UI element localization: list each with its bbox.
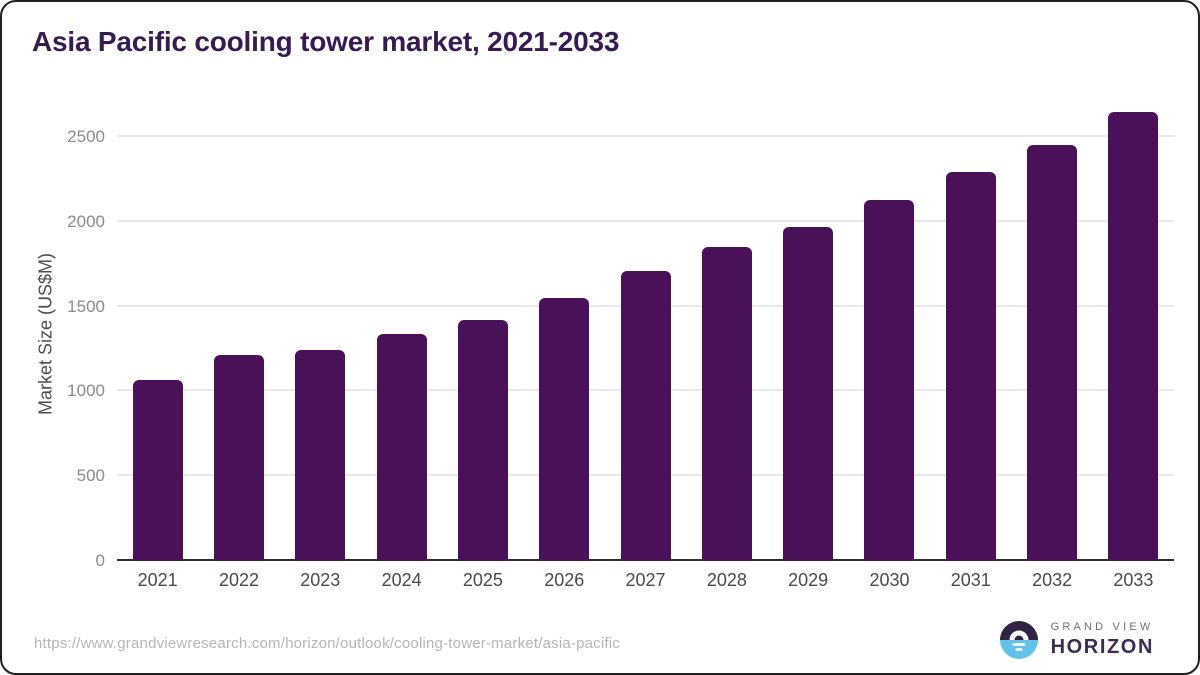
source-url: https://www.grandviewresearch.com/horizo…	[34, 635, 621, 652]
x-tick-label-2021: 2021	[137, 570, 178, 590]
x-tick-label-2022: 2022	[218, 570, 259, 590]
bar-slot-2027	[605, 102, 686, 561]
x-tick-label-2026: 2026	[544, 570, 585, 590]
bar-slot-2029	[768, 102, 849, 561]
bar-2029	[783, 226, 834, 561]
bars-row	[117, 102, 1174, 561]
bar-slot-2031	[930, 102, 1011, 561]
x-tick-label-2029: 2029	[788, 570, 829, 590]
y-tick-label: 2500	[67, 127, 105, 146]
bar-slot-2025	[442, 102, 523, 561]
x-axis-tick-labels: 2021 2022 2023 2024 2025 2026 2027 2028 2029 2030…	[117, 570, 1174, 591]
x-tick-label-2033: 2033	[1113, 570, 1154, 590]
gridline	[117, 219, 1174, 222]
bar-slot-2028	[686, 102, 767, 561]
logo-text: GRAND VIEW HORIZON	[1051, 621, 1154, 659]
y-tick-label: 1000	[67, 381, 105, 401]
x-tick-label-2030: 2030	[869, 570, 910, 590]
bar-2023	[295, 349, 346, 561]
x-tick-label-2025: 2025	[462, 570, 503, 590]
chart-title: Asia Pacific cooling tower market, 2021-…	[32, 26, 620, 57]
logo-icon	[999, 621, 1038, 659]
bar-slot-2023	[280, 102, 361, 561]
x-tick-label-2028: 2028	[706, 570, 747, 590]
logo-text-grand-view: GRAND VIEW	[1050, 621, 1154, 633]
y-tick-label: 2000	[67, 211, 105, 231]
bar-slot-2026	[524, 102, 605, 561]
bar-2028	[701, 246, 752, 561]
plot-area	[117, 102, 1174, 561]
bar-2022	[213, 355, 264, 561]
bar-2027	[620, 270, 671, 561]
x-tick-label-2032: 2032	[1032, 570, 1073, 590]
bar-2032	[1027, 144, 1078, 561]
bar-slot-2021	[117, 102, 198, 561]
bar-slot-2024	[361, 102, 442, 561]
x-tick-label-2031: 2031	[950, 570, 991, 590]
bar-2030	[864, 200, 915, 561]
grand-view-horizon-logo: GRAND VIEW HORIZON	[999, 620, 1154, 660]
bar-2024	[376, 333, 427, 561]
bar-2033	[1108, 112, 1159, 561]
x-tick-label-2027: 2027	[625, 570, 666, 590]
bar-2021	[132, 380, 183, 561]
bar-2031	[945, 171, 996, 561]
x-tick-label-2023: 2023	[300, 570, 341, 590]
y-tick-label: 0	[95, 551, 105, 570]
bar-slot-2030	[849, 102, 930, 561]
bar-2026	[539, 298, 590, 561]
logo-text-horizon: HORIZON	[1050, 636, 1154, 658]
y-tick-label: 1500	[67, 296, 105, 316]
gridline	[117, 135, 1174, 137]
bar-slot-2022	[198, 102, 279, 561]
bar-slot-2032	[1011, 102, 1092, 561]
bar-2025	[457, 320, 508, 561]
bar-slot-2033	[1093, 102, 1174, 561]
x-tick-label-2024: 2024	[381, 570, 422, 590]
y-tick-label: 500	[76, 466, 105, 486]
